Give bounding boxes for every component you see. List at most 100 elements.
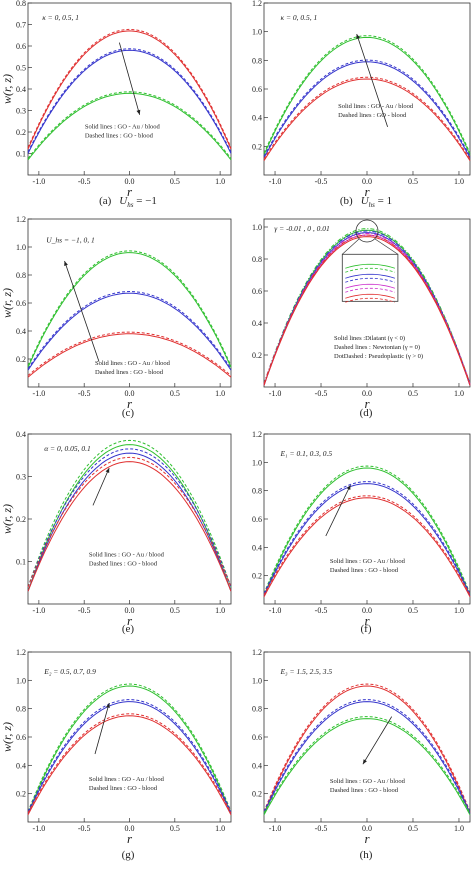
x-tick-label: -1.0	[33, 389, 46, 398]
x-tick-label: 1.0	[454, 606, 464, 615]
legend-note: Solid lines : GO - Au / blood	[95, 360, 171, 367]
caption-symbol: U	[119, 195, 128, 207]
y-tick-label: 0.6	[16, 733, 26, 742]
inset-series-line	[345, 263, 396, 269]
x-tick-label: -1.0	[33, 606, 46, 615]
plot-frame	[263, 2, 471, 176]
plot-frame	[27, 651, 232, 823]
caption-letter: (g)	[122, 849, 135, 861]
x-tick-label: 0.5	[408, 389, 418, 398]
x-tick-label: -0.5	[78, 177, 91, 186]
series-dashed-line	[27, 713, 232, 814]
panel-caption: (c)	[122, 407, 135, 419]
x-axis-label: r	[364, 831, 370, 846]
x-tick-label: 0.5	[170, 824, 180, 833]
series-dashed-line	[263, 683, 471, 812]
y-tick-label: 0.2	[16, 515, 26, 524]
y-tick-label: 0.8	[252, 487, 262, 496]
legend-note: Solid lines : GO - Au / blood	[330, 558, 406, 565]
x-tick-label: -1.0	[269, 389, 282, 398]
panel-caption: (f)	[361, 623, 372, 635]
series-dashed-line	[27, 456, 232, 588]
x-tick-label: -0.5	[315, 824, 328, 833]
x-tick-label: -0.5	[315, 606, 328, 615]
legend-note: Dashed lines : GO - blood	[89, 785, 158, 792]
x-tick-label: 0.5	[170, 177, 180, 186]
trend-arrow-head	[106, 703, 110, 708]
panel-caption: (b) Uhs = 1	[340, 195, 392, 209]
y-tick-label: 0.4	[252, 319, 262, 328]
trend-arrow-head	[136, 109, 141, 115]
series-solid-line	[27, 333, 232, 378]
x-tick-label: 0.0	[362, 606, 372, 615]
zoom-circle	[355, 219, 379, 243]
caption-letter: (f)	[361, 623, 372, 635]
x-tick-label: -1.0	[269, 824, 282, 833]
trend-arrow-shaft	[325, 484, 351, 537]
series-solid-line	[27, 461, 232, 592]
y-tick-label: 0.6	[16, 42, 26, 51]
legend-note: Dashed lines : Newtonian (γ = 0)	[334, 344, 420, 351]
caption-letter: (c)	[122, 407, 135, 419]
x-tick-label: 1.0	[454, 177, 464, 186]
y-tick-label: 0.6	[252, 515, 262, 524]
series-dashed-line	[27, 48, 232, 153]
y-tick-label: 0.2	[252, 572, 262, 581]
x-tick-label: 1.0	[454, 389, 464, 398]
trend-arrow-shaft	[362, 716, 393, 765]
legend-note: Dashed lines : GO - blood	[330, 787, 399, 794]
x-tick-label: 0.0	[125, 606, 135, 615]
plot-frame	[27, 433, 232, 605]
y-tick-label: 0.2	[16, 790, 26, 799]
x-tick-label: -0.5	[78, 824, 91, 833]
y-tick-label: 0.6	[252, 287, 262, 296]
y-tick-label: 0.3	[16, 107, 26, 116]
parameter-label: κ = 0, 0.5, 1	[280, 13, 317, 22]
inset-series-line	[345, 273, 396, 279]
y-tick-label: 0.2	[16, 128, 26, 137]
caption-value: = −1	[133, 195, 156, 207]
panel-caption: (h)	[360, 849, 373, 861]
x-tick-label: 1.0	[215, 389, 225, 398]
x-tick-label: 0.5	[408, 824, 418, 833]
y-axis-label: w(r, z)	[0, 288, 14, 318]
legend-note: Dashed lines : GO - blood	[95, 369, 164, 376]
series-dashed-line	[263, 481, 471, 594]
y-tick-label: 0.5	[16, 64, 26, 73]
legend-note: Solid lines : GO - Au / blood	[89, 776, 165, 783]
caption-symbol: U	[361, 195, 370, 207]
y-tick-label: 0.4	[252, 761, 262, 770]
caption-letter: (d)	[360, 407, 373, 419]
y-tick-label: 1.0	[252, 676, 262, 685]
trend-arrow-shaft	[92, 467, 110, 506]
panel-b: -1.0 -0.5 0.0 0.5 1.0 0.2 0.4 0.6 0.8 1.0 1.2 r κ = …	[252, 0, 471, 199]
series-solid-line	[263, 78, 471, 161]
y-tick-label: 1.0	[16, 676, 26, 685]
series-dashed-line	[27, 91, 232, 159]
x-tick-label: 1.0	[215, 177, 225, 186]
inset-series-line	[345, 267, 396, 273]
panel-caption: (a) Uhs = −1	[99, 195, 157, 209]
series-dashed-line	[263, 716, 471, 814]
y-tick-label: 1.0	[252, 28, 262, 37]
x-tick-label: 0.0	[125, 824, 135, 833]
legend-note: Solid lines : GO - Au / blood	[89, 551, 165, 558]
caption-letter: (h)	[360, 849, 373, 861]
series-dashed-line	[263, 699, 471, 812]
series-dashed-line	[27, 28, 232, 148]
y-axis-label: w(r, z)	[0, 504, 14, 534]
x-tick-label: 1.0	[215, 606, 225, 615]
y-tick-label: 1.2	[252, 0, 262, 8]
x-axis-label: r	[364, 184, 370, 199]
legend-note: Dashed lines : GO - blood	[330, 567, 399, 574]
y-tick-label: 0.7	[16, 21, 26, 30]
y-tick-label: 0.4	[252, 114, 262, 123]
series-solid-line	[27, 92, 232, 161]
legend-note: Dashed lines : GO - blood	[89, 560, 158, 567]
panel-g: -1.0 -0.5 0.0 0.5 1.0 0.2 0.4 0.6 0.8 1.0 1.2 r w(r,…	[0, 648, 232, 846]
series-dashed-line	[27, 439, 232, 588]
zoom-connector	[374, 238, 399, 255]
inset-series-line	[345, 283, 396, 289]
parameter-label: κ = 0, 0.5, 1	[42, 13, 79, 22]
